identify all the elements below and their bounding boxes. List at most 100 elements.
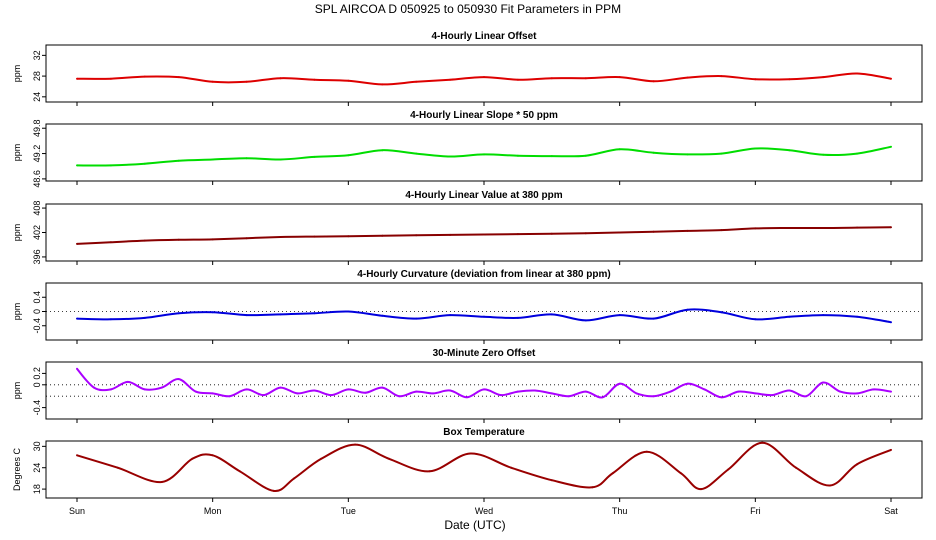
- data-point: [194, 390, 197, 393]
- x-axis-label: Date (UTC): [444, 518, 505, 532]
- x-tick-label: Mon: [204, 506, 222, 516]
- data-point: [584, 319, 587, 322]
- data-point: [76, 317, 78, 320]
- data-point: [700, 488, 703, 491]
- y-tick-label: 408: [32, 201, 42, 216]
- data-point: [347, 235, 350, 238]
- data-point: [584, 77, 587, 80]
- data-point: [296, 392, 299, 395]
- data-point: [211, 311, 214, 314]
- panel-frame: [45, 203, 923, 262]
- data-point: [856, 226, 859, 229]
- data-point: [347, 79, 350, 82]
- series-line: [76, 226, 892, 245]
- data-point: [618, 382, 621, 385]
- y-tick-label: 0: [32, 309, 42, 314]
- data-point: [788, 315, 791, 318]
- data-point: [211, 80, 214, 83]
- y-tick-label: 30: [32, 441, 42, 451]
- data-point: [822, 153, 825, 156]
- series-line: [76, 145, 892, 167]
- y-tick-label: 49.2: [32, 145, 42, 163]
- data-point: [856, 152, 859, 155]
- data-point: [567, 395, 570, 398]
- data-point: [788, 78, 791, 81]
- data-point: [347, 310, 350, 313]
- data-point: [364, 391, 367, 394]
- data-point: [703, 388, 706, 391]
- panel-title: 30-Minute Zero Offset: [433, 348, 536, 359]
- data-point: [737, 390, 740, 393]
- data-point: [720, 311, 723, 314]
- data-point: [652, 230, 655, 233]
- data-point: [211, 454, 214, 457]
- data-point: [245, 388, 248, 391]
- x-tick-label: Tue: [341, 506, 356, 516]
- y-tick-label: 0.4: [32, 291, 42, 304]
- panel-2: 4-Hourly Linear Slope * 50 ppm 48.6 49.2 49…: [12, 110, 923, 188]
- y-axis-label: Degrees C: [12, 447, 22, 491]
- data-point: [262, 394, 265, 397]
- y-tick-label: 32: [32, 50, 42, 60]
- data-point: [584, 232, 587, 235]
- panel-3: 4-Hourly Linear Value at 380 ppm 396 402 40…: [12, 190, 923, 265]
- data-point: [652, 395, 655, 398]
- data-point: [754, 392, 757, 395]
- data-point: [76, 164, 78, 167]
- data-point: [449, 78, 452, 81]
- data-point: [126, 380, 129, 383]
- data-point: [856, 463, 859, 466]
- data-point: [313, 78, 316, 81]
- data-point: [347, 154, 350, 157]
- y-axis-label: ppm: [12, 144, 22, 162]
- y-tick-label: 24: [32, 92, 42, 102]
- data-point: [211, 238, 214, 241]
- data-point: [754, 147, 757, 150]
- data-point: [388, 457, 390, 460]
- data-point: [516, 78, 519, 81]
- data-point: [245, 314, 248, 317]
- data-point: [238, 470, 241, 473]
- panel-5: 30-Minute Zero Offset -0.4 0 0.2 ppm: [12, 348, 923, 423]
- x-tick-label: Fri: [750, 506, 761, 516]
- data-point: [510, 466, 513, 469]
- data-point: [516, 233, 519, 236]
- data-point: [272, 489, 275, 492]
- data-point: [143, 75, 146, 78]
- data-point: [754, 78, 757, 81]
- data-point: [686, 229, 689, 232]
- data-point: [856, 72, 859, 75]
- data-point: [245, 237, 248, 240]
- data-point: [143, 239, 146, 242]
- data-point: [822, 381, 825, 384]
- data-point: [822, 76, 825, 79]
- data-point: [228, 395, 231, 398]
- y-axis-label: ppm: [12, 382, 22, 400]
- data-point: [109, 164, 112, 167]
- data-point: [788, 389, 791, 392]
- data-point: [483, 388, 485, 391]
- data-point: [550, 479, 553, 482]
- data-point: [727, 468, 730, 471]
- data-point: [160, 481, 163, 483]
- data-point: [822, 314, 825, 317]
- data-point: [177, 159, 180, 162]
- x-tick-label: Thu: [612, 506, 628, 516]
- y-tick-label: 18: [32, 484, 42, 494]
- y-axis-label: ppm: [12, 303, 22, 321]
- data-point: [320, 457, 323, 460]
- data-point: [428, 470, 431, 473]
- data-point: [686, 76, 689, 79]
- panel-title: 4-Hourly Curvature (deviation from linea…: [357, 269, 610, 280]
- data-point: [618, 231, 621, 234]
- series-line: [76, 72, 892, 86]
- data-point: [618, 76, 621, 79]
- data-point: [720, 229, 723, 232]
- data-point: [788, 149, 791, 152]
- data-point: [469, 452, 472, 455]
- data-point: [449, 314, 452, 317]
- data-point: [890, 77, 892, 80]
- data-point: [788, 227, 791, 229]
- data-point: [143, 388, 146, 391]
- data-point: [415, 234, 418, 237]
